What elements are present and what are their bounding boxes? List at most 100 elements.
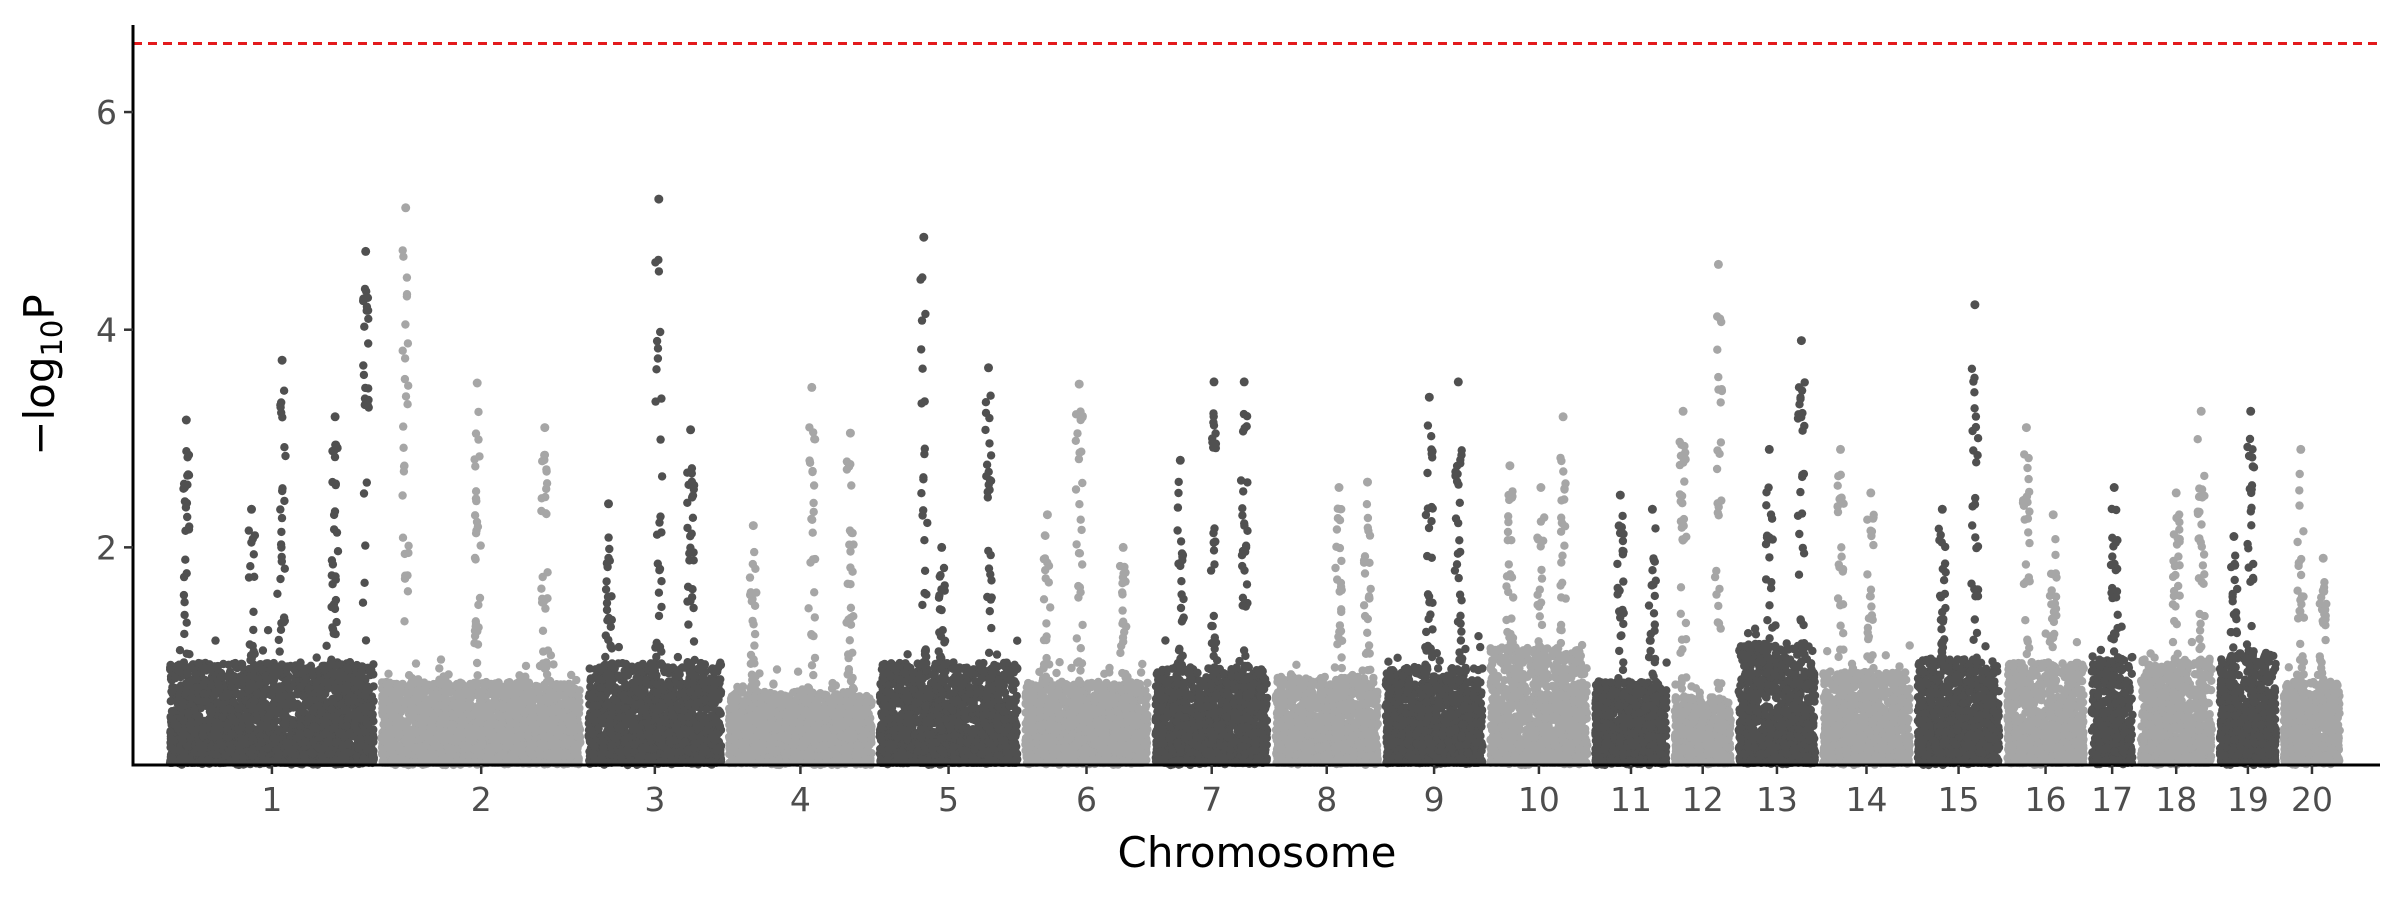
snp-point [359, 361, 368, 370]
snp-point [379, 736, 388, 745]
snp-point [247, 652, 257, 661]
snp-point [369, 733, 378, 742]
snp-point [549, 660, 558, 669]
snp-point [427, 753, 436, 762]
snp-point [378, 699, 387, 708]
snp-point [206, 709, 215, 718]
snp-point [178, 698, 187, 707]
snp-point [396, 681, 405, 690]
snp-point [328, 580, 337, 589]
snp-point [528, 712, 537, 721]
snp-point [364, 314, 373, 323]
snp-point [459, 740, 468, 750]
snp-point [280, 496, 289, 506]
snp-point [218, 700, 227, 709]
snp-point [168, 754, 177, 763]
snp-point [457, 679, 466, 688]
snp-point [211, 636, 220, 645]
snp-point [470, 745, 480, 754]
snp-point [280, 443, 289, 452]
snp-point [552, 680, 561, 689]
snp-point [414, 747, 424, 756]
snp-point [234, 704, 243, 713]
snp-point [350, 721, 359, 731]
snp-point [301, 737, 310, 746]
snp-point [276, 505, 285, 514]
snp-point [538, 626, 548, 635]
snp-point [198, 731, 207, 740]
snp-point [276, 574, 285, 584]
snp-point [483, 721, 493, 731]
snp-point [321, 729, 330, 738]
snp-point [238, 739, 248, 749]
snp-point [309, 705, 318, 714]
snp-point [181, 503, 191, 512]
snp-point [227, 713, 237, 722]
snp-point [244, 686, 254, 695]
snp-point [277, 543, 286, 552]
snp-point [194, 717, 203, 726]
snp-point [358, 598, 368, 607]
snp-point [349, 676, 358, 685]
snp-point [339, 750, 349, 759]
snp-point [180, 629, 189, 639]
snp-point [296, 682, 305, 692]
snp-point [279, 386, 289, 395]
snp-point [179, 716, 188, 725]
snp-point [482, 755, 491, 765]
snp-point [179, 590, 189, 600]
chromosome-2-points [377, 203, 585, 770]
snp-point [411, 659, 421, 668]
snp-point [190, 726, 199, 736]
snp-point [398, 491, 407, 500]
snp-point [227, 729, 236, 738]
snp-point [324, 738, 334, 747]
data-points [165, 194, 2344, 770]
snp-point [409, 678, 418, 688]
snp-point [223, 672, 232, 681]
snp-point [328, 625, 338, 634]
snp-point [280, 564, 289, 573]
snp-point [277, 557, 286, 566]
snp-point [410, 687, 419, 697]
snp-point [307, 748, 316, 757]
snp-point [493, 736, 503, 745]
snp-point [281, 451, 290, 461]
snp-point [263, 716, 272, 725]
snp-point [249, 625, 258, 635]
snp-point [327, 556, 337, 565]
snp-point [234, 679, 244, 689]
snp-point [343, 740, 352, 749]
snp-point [407, 714, 416, 723]
snp-point [174, 667, 184, 676]
snp-point [182, 618, 191, 627]
snp-point [540, 732, 549, 741]
snp-point [519, 753, 528, 762]
snp-point [271, 662, 280, 672]
snp-point [263, 626, 273, 635]
snp-point [441, 719, 450, 728]
snp-point [312, 653, 321, 662]
snp-point [327, 705, 336, 714]
snp-point [219, 692, 228, 701]
snp-point [250, 696, 259, 705]
snp-point [403, 587, 413, 596]
snp-point [183, 669, 192, 678]
snp-point [389, 742, 398, 751]
snp-point [248, 534, 257, 544]
snp-point [483, 680, 492, 689]
snp-point [426, 727, 435, 737]
snp-point [521, 661, 531, 671]
snp-point [332, 688, 342, 697]
snp-point [398, 533, 408, 542]
snp-point [501, 743, 510, 752]
snp-point [335, 668, 344, 678]
snp-point [324, 749, 334, 758]
snp-point [360, 691, 370, 701]
snp-point [575, 686, 584, 695]
snp-point [249, 607, 258, 616]
snp-point [362, 302, 372, 311]
snp-point [179, 749, 189, 758]
snp-point [250, 572, 259, 581]
snp-point [436, 655, 446, 664]
